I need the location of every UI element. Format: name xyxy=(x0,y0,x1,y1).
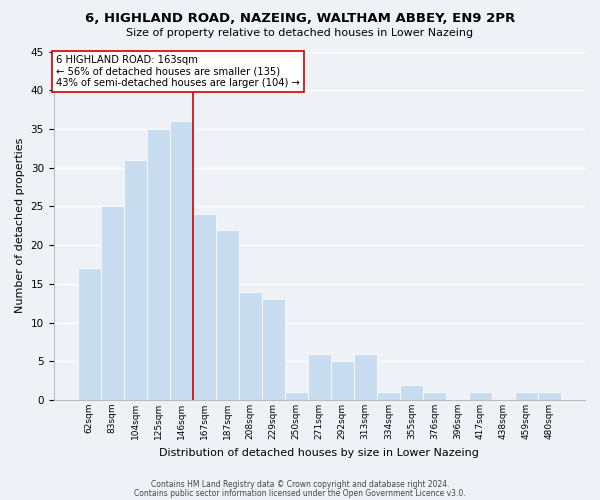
Bar xyxy=(538,392,561,400)
Bar xyxy=(193,214,216,400)
Bar xyxy=(515,392,538,400)
Bar xyxy=(331,362,354,400)
Bar xyxy=(377,392,400,400)
Text: 6 HIGHLAND ROAD: 163sqm
← 56% of detached houses are smaller (135)
43% of semi-d: 6 HIGHLAND ROAD: 163sqm ← 56% of detache… xyxy=(56,55,300,88)
Bar xyxy=(354,354,377,400)
Bar xyxy=(308,354,331,400)
Y-axis label: Number of detached properties: Number of detached properties xyxy=(15,138,25,314)
Bar xyxy=(77,268,101,400)
Bar xyxy=(101,206,124,400)
Bar xyxy=(262,300,285,400)
Text: Contains HM Land Registry data © Crown copyright and database right 2024.: Contains HM Land Registry data © Crown c… xyxy=(151,480,449,489)
Bar xyxy=(400,384,423,400)
Bar xyxy=(469,392,492,400)
Text: Size of property relative to detached houses in Lower Nazeing: Size of property relative to detached ho… xyxy=(127,28,473,38)
X-axis label: Distribution of detached houses by size in Lower Nazeing: Distribution of detached houses by size … xyxy=(160,448,479,458)
Bar xyxy=(239,292,262,400)
Bar xyxy=(147,129,170,400)
Bar xyxy=(216,230,239,400)
Bar xyxy=(285,392,308,400)
Text: Contains public sector information licensed under the Open Government Licence v3: Contains public sector information licen… xyxy=(134,488,466,498)
Bar xyxy=(170,121,193,400)
Bar xyxy=(124,160,147,400)
Text: 6, HIGHLAND ROAD, NAZEING, WALTHAM ABBEY, EN9 2PR: 6, HIGHLAND ROAD, NAZEING, WALTHAM ABBEY… xyxy=(85,12,515,26)
Bar xyxy=(423,392,446,400)
